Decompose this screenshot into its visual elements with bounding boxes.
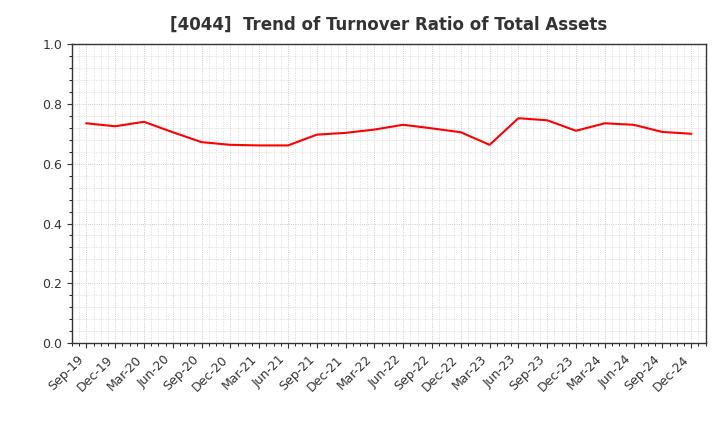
Title: [4044]  Trend of Turnover Ratio of Total Assets: [4044] Trend of Turnover Ratio of Total … [170, 16, 608, 34]
